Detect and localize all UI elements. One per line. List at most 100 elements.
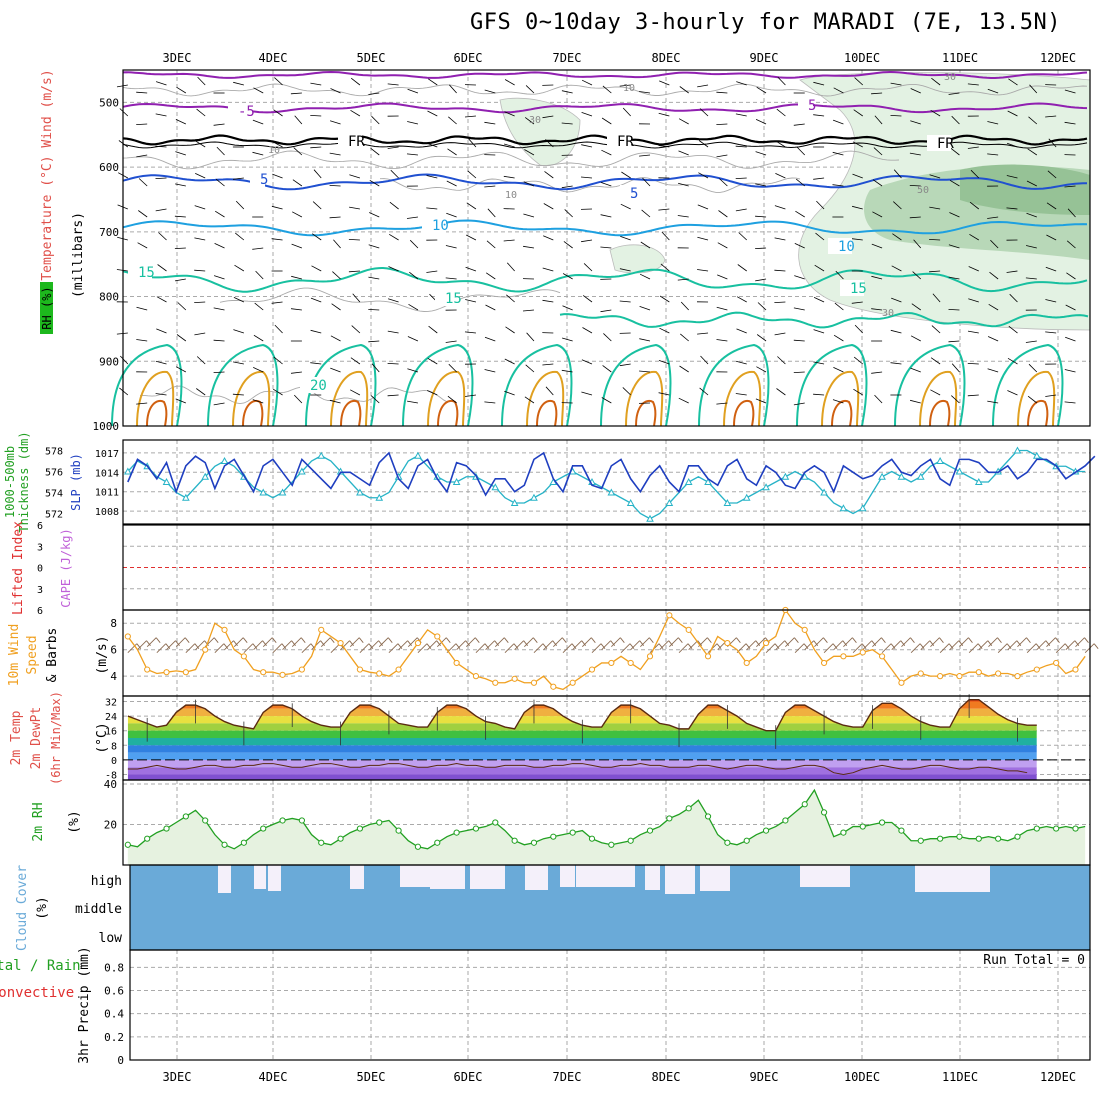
thickness-line-point xyxy=(626,498,635,506)
rh-shade-30c xyxy=(609,244,666,274)
wind-barb xyxy=(155,360,167,365)
data-layer xyxy=(111,70,1099,950)
wind-barb xyxy=(1026,245,1037,249)
wind-barb xyxy=(756,86,767,94)
wind-barb xyxy=(1047,170,1057,179)
rh2m-line-point xyxy=(588,835,596,842)
wind10-barb xyxy=(978,640,989,651)
wind-barb xyxy=(524,149,535,156)
wind-barb xyxy=(368,92,380,95)
wind-barb xyxy=(155,393,167,396)
thickness-line-point xyxy=(916,472,925,480)
p5-tick: 24 xyxy=(105,712,117,723)
wind-barb xyxy=(658,360,670,365)
p1-tick-label: 500 xyxy=(99,96,119,109)
wind-barb xyxy=(716,402,728,405)
wind-barb xyxy=(445,245,457,249)
wind10-barb xyxy=(843,637,853,648)
wind10-barb xyxy=(582,637,592,648)
wind10-barb-flag xyxy=(1035,643,1041,649)
wind-barb xyxy=(658,145,670,148)
wind-barb xyxy=(581,359,593,365)
isotherm-10 xyxy=(122,219,1088,237)
wind10-barb xyxy=(156,643,167,654)
wind-barb xyxy=(427,357,438,365)
wind10-barb xyxy=(253,640,263,651)
p1-temp-wind-label: Temperature (°C) Wind (m/s) xyxy=(40,69,55,280)
wind10-line-point xyxy=(917,670,924,677)
wind10-barb-flag xyxy=(794,637,799,643)
wind-barb xyxy=(448,116,457,125)
wind10-barb xyxy=(224,640,234,651)
p2-slp-tick: 1017 xyxy=(95,449,119,460)
wind-barb xyxy=(948,244,960,249)
wind10-barb-flag xyxy=(223,643,229,649)
wind-barb xyxy=(735,145,747,148)
p5-tick: -8 xyxy=(105,771,117,782)
thickness-line-point xyxy=(259,488,268,496)
wind-barb xyxy=(951,395,960,404)
wind10-line-point xyxy=(260,669,267,676)
wind10-barb-flag xyxy=(871,640,877,646)
wind-barb xyxy=(408,303,419,311)
wind-barb xyxy=(678,150,689,156)
isotherm-30-loop xyxy=(635,400,657,427)
wind-barb xyxy=(561,185,573,189)
wind-barb xyxy=(310,82,322,86)
wind-barb xyxy=(639,370,651,373)
wind-barb xyxy=(545,139,554,148)
wind10-barb-flag xyxy=(1016,640,1022,646)
wind10-barb xyxy=(417,643,428,654)
wind-barb xyxy=(874,394,883,404)
wind10-barb xyxy=(427,640,437,651)
wind10-barb-flag xyxy=(407,640,412,646)
p1-tick-label: 600 xyxy=(99,161,119,174)
rh2m-line-point xyxy=(975,835,982,842)
isotherm-label: 5 xyxy=(808,98,816,114)
p1-tick-label: 900 xyxy=(99,355,119,368)
p5-tick: 16 xyxy=(105,727,117,738)
rh2m-line-point xyxy=(279,817,286,824)
thickness-line-point xyxy=(1013,446,1022,454)
wind10-barb-flag xyxy=(639,640,645,646)
wind-barb xyxy=(310,362,322,365)
wind-barb xyxy=(291,243,303,249)
wind10-barb xyxy=(456,640,466,651)
isotherm-label: 5 xyxy=(630,186,638,202)
wind10-barb xyxy=(1017,637,1027,648)
text-layer: 3DEC 3DEC 4DEC 4DEC 5DEC 5DEC 6DEC 6DEC 7DEC 7DEC… xyxy=(0,51,1085,1084)
p1-tick-label: 700 xyxy=(99,226,119,239)
wind-barb xyxy=(680,333,689,342)
wind-barb xyxy=(467,170,477,179)
wind-barb xyxy=(214,243,225,249)
isotherm-25-loop xyxy=(136,370,175,427)
rh-label: 10 xyxy=(623,83,635,94)
wind-barb xyxy=(987,216,999,219)
wind-barb xyxy=(213,275,225,280)
wind-barb xyxy=(252,399,264,404)
wind-barb xyxy=(871,275,883,280)
wind10-line-point xyxy=(878,653,886,660)
wind10-barb-flag xyxy=(320,640,325,646)
wind-barb xyxy=(949,212,960,218)
wind10-barb xyxy=(591,643,602,654)
wind-barb xyxy=(155,113,167,117)
wind-barb xyxy=(813,329,825,334)
wind-barb xyxy=(525,364,535,373)
wind-barb xyxy=(929,174,941,179)
wind-barb xyxy=(407,336,419,342)
thickness-line-point xyxy=(298,467,306,475)
wind10-barb-flag xyxy=(561,637,567,643)
wind-barb xyxy=(503,175,515,179)
wind-barb xyxy=(525,85,535,94)
wind-barb xyxy=(216,146,225,156)
wind10-barb xyxy=(659,640,670,651)
wind-barb xyxy=(427,78,438,86)
wind-barb xyxy=(871,371,883,374)
thickness-line-point xyxy=(510,498,519,506)
wind10-barb-flag xyxy=(378,640,383,646)
wind-barb xyxy=(330,88,341,94)
rh2m-line-point xyxy=(820,809,828,816)
wind10-barb xyxy=(814,637,824,648)
thickness-line-point xyxy=(375,493,384,501)
